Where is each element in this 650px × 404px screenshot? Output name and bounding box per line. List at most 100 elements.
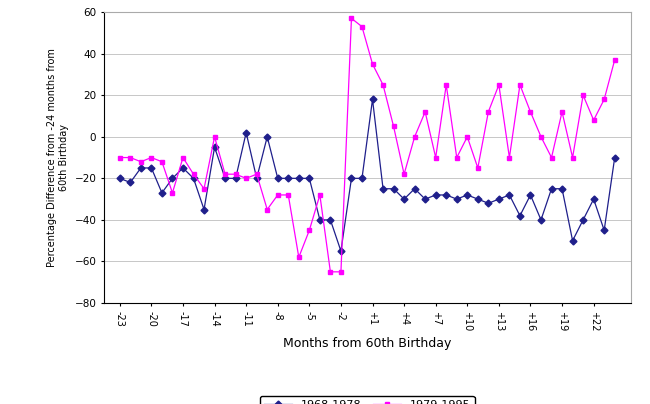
1979-1995 (148, 155, 155, 160)
1979-1995 (127, 155, 135, 160)
1979-1995 (590, 118, 597, 122)
1968-1978 (526, 193, 534, 198)
1968-1978 (590, 197, 597, 202)
1968-1978 (158, 190, 166, 195)
1979-1995 (116, 155, 124, 160)
1968-1978 (569, 238, 577, 243)
1968-1978 (179, 166, 187, 170)
1979-1995 (547, 155, 555, 160)
1968-1978 (168, 176, 176, 181)
1979-1995 (526, 109, 534, 114)
1979-1995 (421, 109, 429, 114)
1979-1995 (579, 93, 587, 98)
1968-1978 (348, 176, 356, 181)
1979-1995 (274, 193, 281, 198)
1979-1995 (442, 82, 450, 87)
1968-1978 (400, 197, 408, 202)
1979-1995 (379, 82, 387, 87)
1979-1995 (516, 82, 524, 87)
1968-1978 (263, 135, 271, 139)
1968-1978 (495, 197, 503, 202)
1968-1978 (369, 97, 376, 102)
1979-1995 (232, 172, 240, 177)
Line: 1968-1978: 1968-1978 (118, 97, 617, 253)
1968-1978 (547, 186, 555, 191)
1968-1978 (453, 197, 461, 202)
1979-1995 (285, 193, 292, 198)
1979-1995 (358, 24, 366, 29)
1979-1995 (537, 135, 545, 139)
1968-1978 (558, 186, 566, 191)
1979-1995 (221, 172, 229, 177)
1968-1978 (421, 197, 429, 202)
1968-1978 (116, 176, 124, 181)
1979-1995 (369, 62, 376, 67)
1979-1995 (337, 269, 344, 274)
Y-axis label: Percentage Difference from -24 months from
60th Birthday: Percentage Difference from -24 months fr… (47, 48, 69, 267)
1979-1995 (611, 57, 619, 62)
1968-1978 (484, 201, 492, 206)
1968-1978 (389, 186, 397, 191)
1979-1995 (389, 124, 397, 129)
1968-1978 (148, 166, 155, 170)
1979-1995 (463, 135, 471, 139)
1968-1978 (306, 176, 313, 181)
1968-1978 (316, 217, 324, 222)
1979-1995 (474, 166, 482, 170)
Legend: 1968-1978, 1979-1995: 1968-1978, 1979-1995 (260, 396, 474, 404)
1979-1995 (411, 135, 419, 139)
1968-1978 (358, 176, 366, 181)
1979-1995 (253, 172, 261, 177)
1979-1995 (263, 207, 271, 212)
1979-1995 (453, 155, 461, 160)
1968-1978 (326, 217, 334, 222)
1979-1995 (168, 190, 176, 195)
1979-1995 (158, 159, 166, 164)
1979-1995 (484, 109, 492, 114)
1979-1995 (316, 193, 324, 198)
1968-1978 (127, 180, 135, 185)
1968-1978 (200, 207, 208, 212)
1968-1978 (232, 176, 240, 181)
1979-1995 (348, 16, 356, 21)
1979-1995 (295, 255, 303, 260)
1968-1978 (474, 197, 482, 202)
1979-1995 (569, 155, 577, 160)
1968-1978 (463, 193, 471, 198)
1968-1978 (242, 130, 250, 135)
1968-1978 (253, 176, 261, 181)
1968-1978 (285, 176, 292, 181)
1968-1978 (537, 217, 545, 222)
1979-1995 (242, 176, 250, 181)
1968-1978 (579, 217, 587, 222)
1968-1978 (600, 228, 608, 233)
1968-1978 (411, 186, 419, 191)
1968-1978 (516, 213, 524, 218)
1979-1995 (179, 155, 187, 160)
1968-1978 (137, 166, 145, 170)
1979-1995 (432, 155, 439, 160)
1968-1978 (274, 176, 281, 181)
1979-1995 (211, 135, 218, 139)
1968-1978 (337, 248, 344, 253)
1968-1978 (611, 155, 619, 160)
Line: 1979-1995: 1979-1995 (118, 16, 617, 274)
1968-1978 (442, 193, 450, 198)
1979-1995 (506, 155, 514, 160)
1968-1978 (379, 186, 387, 191)
1979-1995 (495, 82, 503, 87)
1968-1978 (190, 176, 198, 181)
1979-1995 (306, 228, 313, 233)
1979-1995 (326, 269, 334, 274)
1979-1995 (558, 109, 566, 114)
1968-1978 (432, 193, 439, 198)
1979-1995 (400, 172, 408, 177)
1979-1995 (600, 97, 608, 102)
1968-1978 (295, 176, 303, 181)
1968-1978 (506, 193, 514, 198)
1968-1978 (221, 176, 229, 181)
1968-1978 (211, 145, 218, 149)
1979-1995 (137, 159, 145, 164)
X-axis label: Months from 60th Birthday: Months from 60th Birthday (283, 337, 452, 350)
1979-1995 (200, 186, 208, 191)
